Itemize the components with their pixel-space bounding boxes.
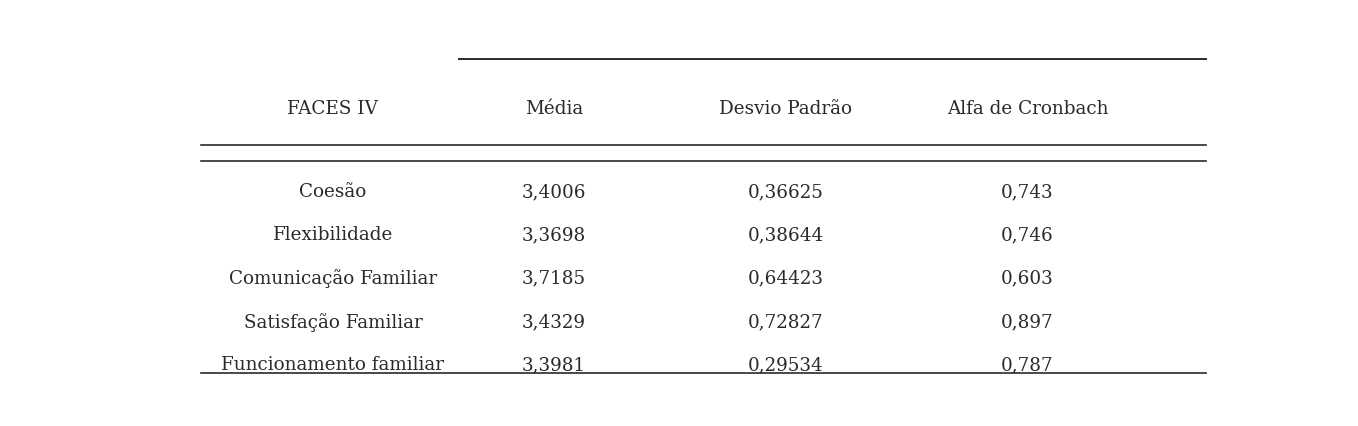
Text: 0,29534: 0,29534 <box>747 357 823 374</box>
Text: FACES IV: FACES IV <box>288 100 379 118</box>
Text: 0,603: 0,603 <box>1001 270 1054 288</box>
Text: Desvio Padrão: Desvio Padrão <box>718 100 851 118</box>
Text: 0,38644: 0,38644 <box>747 227 823 245</box>
Text: Comunicação Familiar: Comunicação Familiar <box>228 269 437 288</box>
Text: 3,4329: 3,4329 <box>521 313 585 331</box>
Text: 3,7185: 3,7185 <box>521 270 585 288</box>
Text: 3,4006: 3,4006 <box>521 183 587 201</box>
Text: 3,3981: 3,3981 <box>521 357 585 374</box>
Text: 0,787: 0,787 <box>1001 357 1054 374</box>
Text: Média: Média <box>524 100 583 118</box>
Text: Satisfação Familiar: Satisfação Familiar <box>243 313 422 331</box>
Text: Funcionamento familiar: Funcionamento familiar <box>221 357 444 374</box>
Text: 0,64423: 0,64423 <box>747 270 823 288</box>
Text: 0,746: 0,746 <box>1001 227 1054 245</box>
Text: 0,36625: 0,36625 <box>747 183 823 201</box>
Text: Alfa de Cronbach: Alfa de Cronbach <box>947 100 1108 118</box>
Text: 0,743: 0,743 <box>1001 183 1054 201</box>
Text: Coesão: Coesão <box>299 183 367 201</box>
Text: Flexibilidade: Flexibilidade <box>273 227 392 245</box>
Text: 0,897: 0,897 <box>1001 313 1054 331</box>
Text: 0,72827: 0,72827 <box>748 313 823 331</box>
Text: 3,3698: 3,3698 <box>521 227 587 245</box>
